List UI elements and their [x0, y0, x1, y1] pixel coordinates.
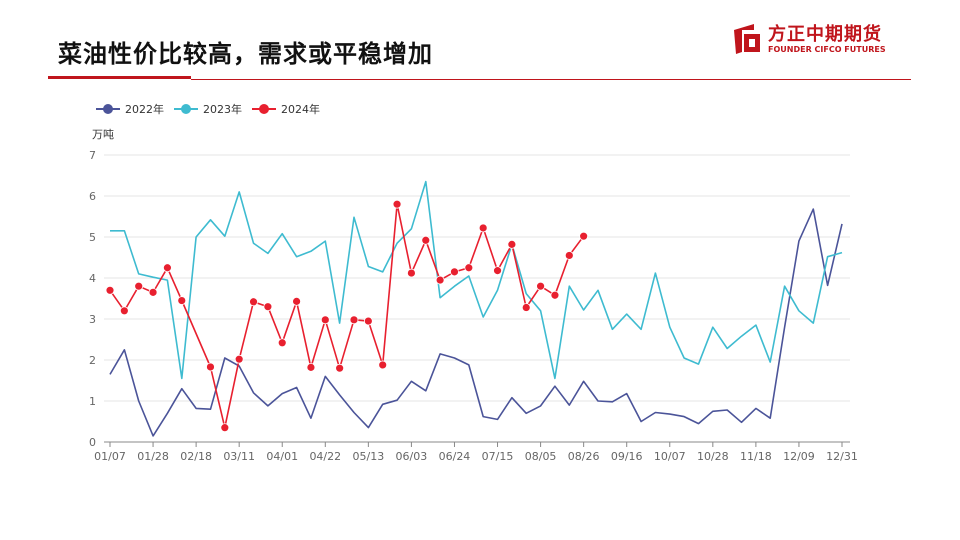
data-point — [493, 266, 502, 276]
data-point — [249, 297, 258, 307]
y-tick-label: 5 — [89, 231, 96, 244]
x-tick-label: 08/05 — [525, 450, 557, 463]
axis-layer: 0 1 2 3 4 5 6 7 01/07 01/28 02/18 03/11 04/01 04/22 05… — [89, 149, 858, 463]
x-tick-label: 06/03 — [396, 450, 428, 463]
data-point — [134, 281, 144, 291]
legend-item-1[interactable]: 2022年 — [96, 102, 164, 116]
data-point — [306, 362, 316, 372]
data-point — [363, 316, 373, 326]
x-tick-label: 02/18 — [180, 450, 212, 463]
series-line-2 — [110, 180, 843, 380]
y-tick-label: 3 — [89, 313, 96, 326]
x-tick-label: 10/07 — [654, 450, 686, 463]
x-tick-label: 06/24 — [439, 450, 471, 463]
legend-marker-swatch — [103, 104, 113, 114]
x-tick-label: 03/11 — [223, 450, 255, 463]
data-point — [320, 315, 330, 325]
legend-item-2[interactable]: 2023年 — [174, 102, 242, 116]
page-title: 菜油性价比较高，需求或平稳增加 — [58, 39, 433, 68]
legend-marker-swatch — [181, 104, 191, 114]
data-point — [407, 268, 416, 278]
data-point — [277, 338, 287, 348]
logo-name-cn: 方正中期期货 — [768, 24, 882, 45]
y-tick-label: 1 — [89, 395, 96, 408]
header-divider — [191, 79, 911, 80]
y-tick-label: 7 — [89, 149, 96, 162]
x-tick-label: 09/16 — [611, 450, 643, 463]
y-tick-label: 4 — [89, 272, 96, 285]
x-tick-label: 12/09 — [783, 450, 815, 463]
data-point — [478, 223, 488, 233]
y-axis-unit: 万吨 — [92, 128, 114, 141]
legend-label: 2023年 — [203, 102, 242, 116]
data-point — [335, 363, 345, 373]
x-tick-label: 04/22 — [309, 450, 341, 463]
data-point — [564, 251, 574, 260]
data-point — [450, 267, 459, 277]
legend-item-3[interactable]: 2024年 — [252, 102, 320, 116]
legend-label: 2022年 — [125, 102, 164, 116]
series-line-1 — [109, 208, 843, 437]
data-point — [521, 303, 531, 312]
legend-label: 2024年 — [281, 102, 320, 116]
data-point — [421, 235, 431, 245]
x-tick-label: 12/31 — [826, 450, 858, 463]
data-point — [234, 354, 244, 364]
data-point — [550, 290, 560, 300]
data-point — [507, 239, 517, 249]
x-tick-label: 08/26 — [568, 450, 600, 463]
logo-name-en: FOUNDER CIFCO FUTURES — [768, 45, 886, 54]
y-tick-label: 0 — [89, 436, 96, 449]
data-point — [263, 302, 273, 312]
x-tick-label: 10/28 — [697, 450, 729, 463]
data-point — [392, 199, 402, 209]
y-tick-label: 6 — [89, 190, 96, 203]
data-point — [435, 275, 445, 285]
data-point — [536, 281, 545, 291]
series-line-3 — [109, 203, 585, 429]
data-point — [105, 285, 115, 295]
x-tick-label: 11/18 — [740, 450, 772, 463]
data-point — [464, 263, 474, 273]
x-tick-label: 07/15 — [482, 450, 514, 463]
data-point — [163, 263, 172, 273]
data-point — [378, 360, 388, 370]
title-underline — [48, 76, 191, 79]
data-point — [292, 296, 301, 306]
series-layer — [105, 180, 843, 437]
company-logo: 方正中期期货 FOUNDER CIFCO FUTURES — [732, 20, 892, 60]
x-tick-label: 01/28 — [137, 450, 169, 463]
data-point — [579, 231, 589, 241]
y-tick-label: 2 — [89, 354, 96, 367]
data-point — [349, 315, 359, 325]
x-tick-label: 01/07 — [94, 450, 126, 463]
data-point — [119, 306, 129, 316]
data-point — [220, 423, 230, 433]
legend-marker-swatch — [259, 104, 269, 114]
data-point — [206, 362, 215, 372]
data-point — [148, 287, 158, 297]
data-point — [177, 296, 187, 305]
logo-mark-icon — [734, 24, 760, 54]
x-tick-label: 04/01 — [266, 450, 298, 463]
legend: 2022年 2023年 2024年 — [96, 102, 320, 116]
x-tick-label: 05/13 — [353, 450, 385, 463]
